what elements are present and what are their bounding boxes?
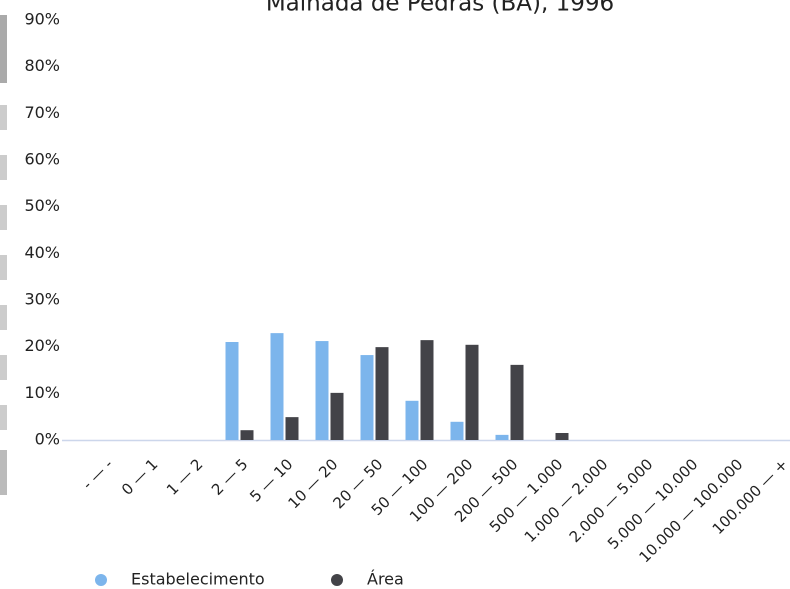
x-tick-label: 0 — 1 bbox=[118, 455, 162, 499]
legend-marker bbox=[331, 574, 343, 586]
scroll-segment bbox=[0, 305, 7, 330]
bar bbox=[360, 355, 374, 440]
x-tick-label: 2 — 5 bbox=[208, 455, 252, 499]
bar bbox=[315, 341, 329, 440]
y-tick-label: 90% bbox=[24, 10, 60, 29]
y-tick-label: 50% bbox=[24, 196, 60, 215]
scroll-segment bbox=[0, 255, 7, 280]
scroll-segment bbox=[0, 450, 7, 495]
bar bbox=[450, 421, 464, 440]
bar bbox=[240, 430, 254, 440]
bar bbox=[330, 392, 344, 440]
scroll-segment bbox=[0, 405, 7, 430]
y-tick-label: 0% bbox=[35, 430, 60, 449]
bar bbox=[405, 400, 419, 440]
x-tick-label: - — - bbox=[79, 455, 117, 493]
bar bbox=[270, 333, 284, 440]
bar bbox=[375, 347, 389, 440]
x-tick-label: 1 — 2 bbox=[163, 455, 207, 499]
chart-title: Malhada de Pedras (BA), 1996 bbox=[266, 0, 614, 17]
scroll-thumb[interactable] bbox=[0, 15, 7, 83]
y-tick-label: 30% bbox=[24, 290, 60, 309]
legend-label: Estabelecimento bbox=[131, 570, 265, 589]
bar bbox=[225, 342, 239, 440]
bar bbox=[495, 434, 509, 440]
bar bbox=[420, 340, 434, 440]
scroll-segment bbox=[0, 155, 7, 180]
y-tick-label: 80% bbox=[24, 56, 60, 75]
bar bbox=[555, 433, 569, 440]
bar bbox=[285, 417, 299, 440]
y-tick-label: 10% bbox=[24, 383, 60, 402]
scroll-segment bbox=[0, 105, 7, 130]
bar bbox=[465, 344, 479, 440]
legend-marker bbox=[95, 574, 107, 586]
y-tick-label: 20% bbox=[24, 336, 60, 355]
legend-label: Área bbox=[367, 570, 404, 589]
scrollbar[interactable] bbox=[0, 15, 7, 495]
y-tick-label: 70% bbox=[24, 103, 60, 122]
scroll-segment bbox=[0, 355, 7, 380]
y-tick-label: 60% bbox=[24, 150, 60, 169]
scroll-segment bbox=[0, 205, 7, 230]
y-tick-label: 40% bbox=[24, 243, 60, 262]
bar bbox=[510, 364, 524, 440]
